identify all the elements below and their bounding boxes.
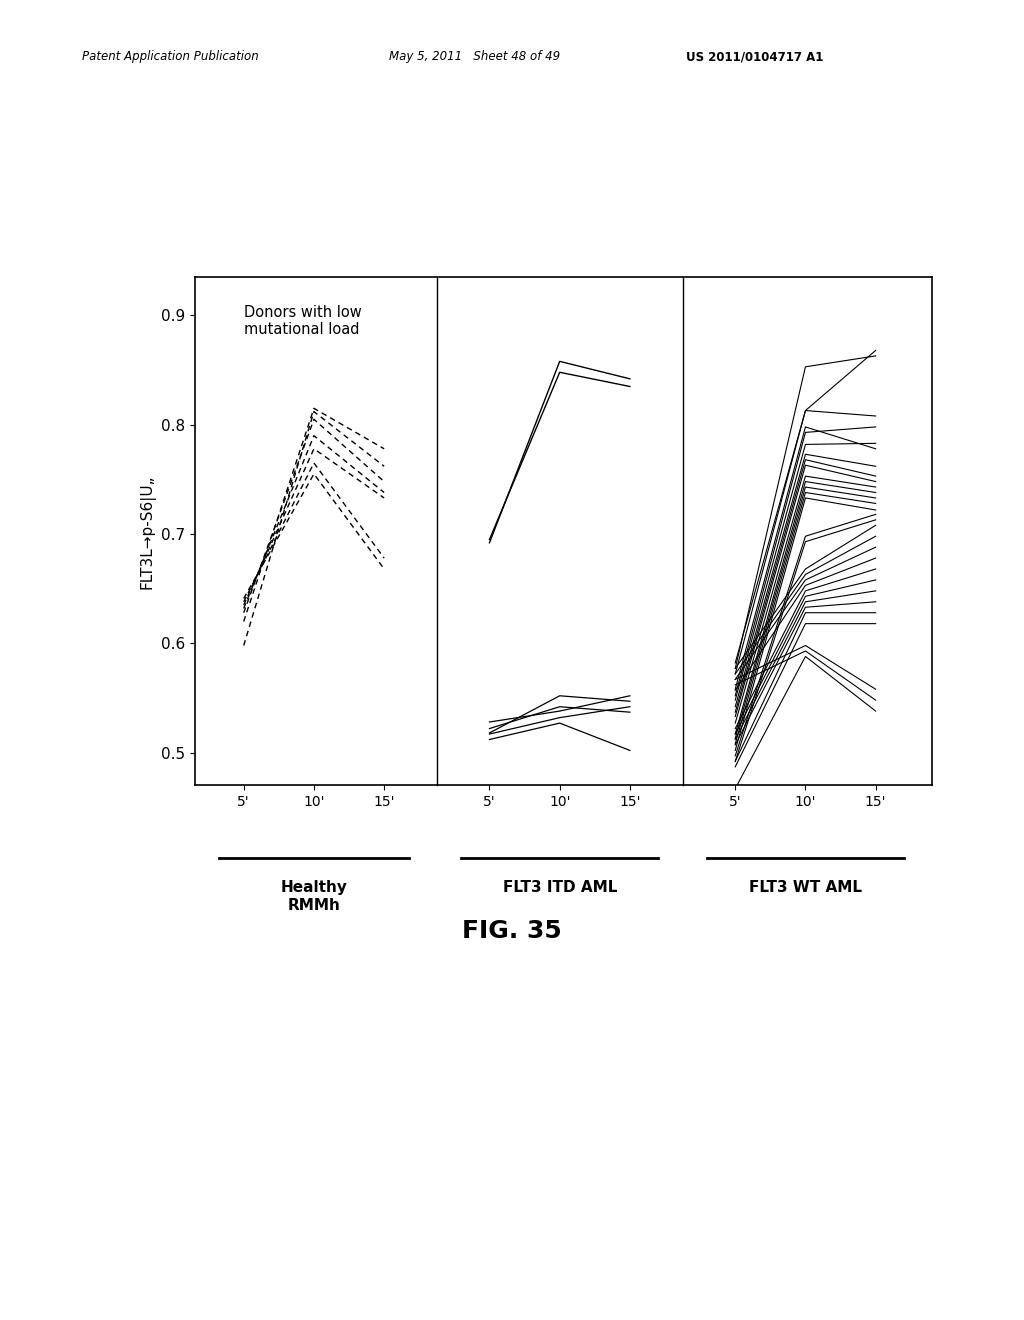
Text: FIG. 35: FIG. 35 bbox=[462, 919, 562, 942]
Text: FLT3 WT AML: FLT3 WT AML bbox=[749, 880, 862, 895]
Text: Donors with low
mutational load: Donors with low mutational load bbox=[244, 305, 361, 337]
Text: FLT3 ITD AML: FLT3 ITD AML bbox=[503, 880, 616, 895]
Text: May 5, 2011   Sheet 48 of 49: May 5, 2011 Sheet 48 of 49 bbox=[389, 50, 560, 63]
Text: Patent Application Publication: Patent Application Publication bbox=[82, 50, 259, 63]
Y-axis label: FLT3L→p-S6|U„: FLT3L→p-S6|U„ bbox=[139, 474, 155, 589]
Text: Healthy
RMMh: Healthy RMMh bbox=[281, 880, 347, 913]
Text: US 2011/0104717 A1: US 2011/0104717 A1 bbox=[686, 50, 823, 63]
